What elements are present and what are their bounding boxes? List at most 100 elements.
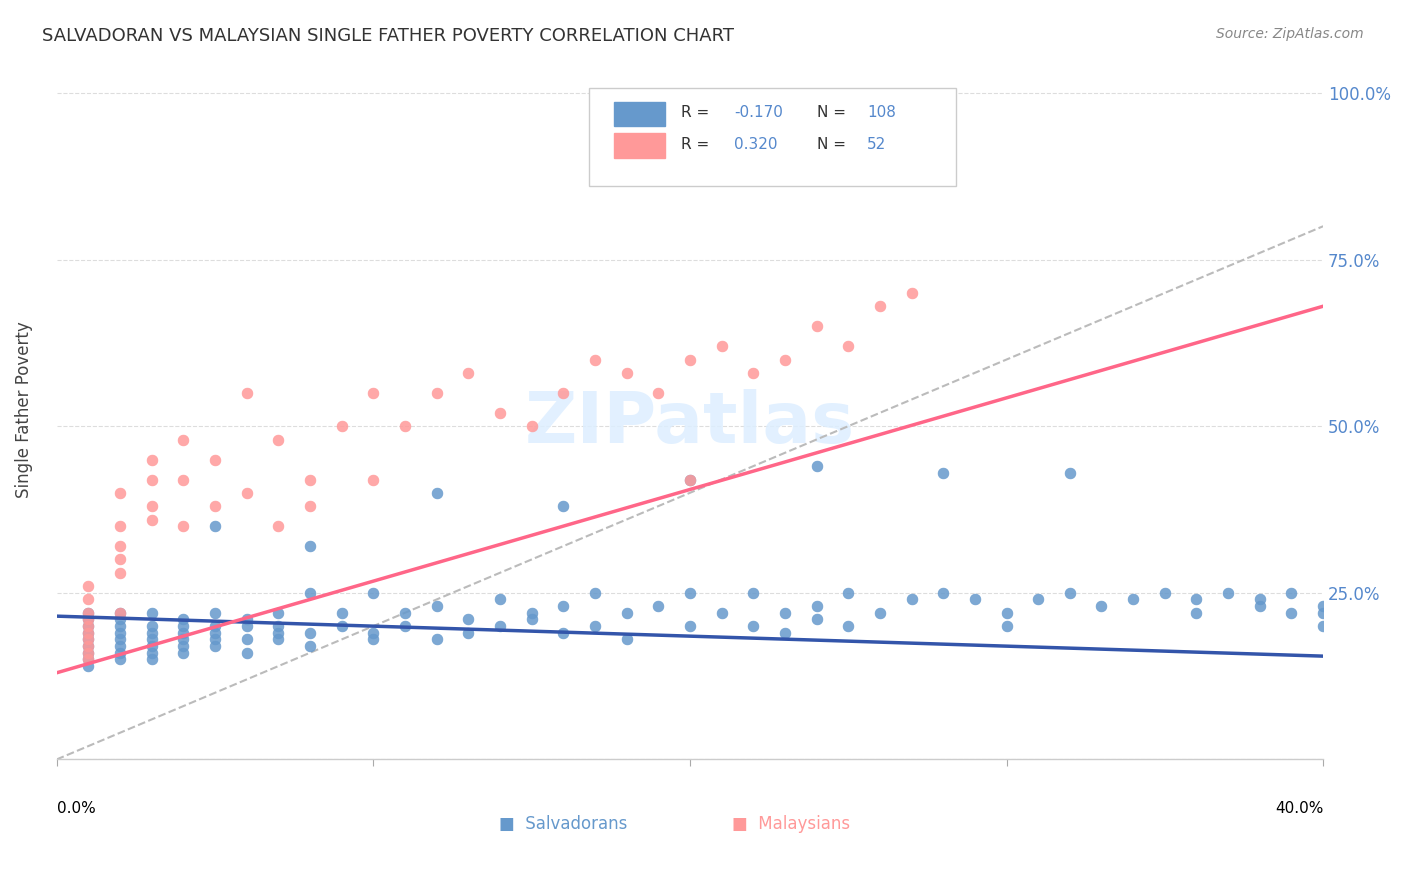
Point — [583, 619, 606, 633]
Point — [647, 599, 669, 614]
Point — [394, 606, 416, 620]
Point — [172, 646, 194, 660]
Text: ■  Salvadorans: ■ Salvadorans — [499, 815, 627, 833]
Point — [298, 625, 321, 640]
Point — [1312, 599, 1334, 614]
Point — [204, 632, 226, 647]
Point — [108, 606, 131, 620]
Y-axis label: Single Father Poverty: Single Father Poverty — [15, 321, 32, 498]
Point — [77, 646, 100, 660]
Point — [553, 625, 575, 640]
Point — [773, 352, 796, 367]
Point — [394, 419, 416, 434]
Point — [1153, 586, 1175, 600]
Point — [489, 406, 512, 420]
Point — [267, 625, 290, 640]
Point — [932, 466, 955, 480]
Point — [837, 586, 859, 600]
Point — [267, 619, 290, 633]
Point — [235, 632, 257, 647]
Point — [172, 619, 194, 633]
Point — [679, 586, 702, 600]
Point — [77, 619, 100, 633]
Point — [806, 612, 828, 626]
Point — [679, 473, 702, 487]
Point — [204, 619, 226, 633]
Point — [330, 619, 353, 633]
Point — [426, 486, 449, 500]
Point — [172, 433, 194, 447]
Point — [172, 632, 194, 647]
Point — [520, 612, 543, 626]
Point — [553, 385, 575, 400]
Point — [108, 539, 131, 553]
Point — [900, 285, 922, 300]
Point — [141, 639, 163, 653]
Point — [108, 632, 131, 647]
Point — [298, 499, 321, 513]
Point — [108, 612, 131, 626]
Text: N =: N = — [817, 105, 845, 120]
Text: ZIPatlas: ZIPatlas — [524, 389, 855, 458]
Point — [806, 599, 828, 614]
Point — [172, 519, 194, 533]
Point — [995, 619, 1018, 633]
Point — [583, 586, 606, 600]
Point — [457, 612, 479, 626]
Point — [679, 619, 702, 633]
Point — [773, 625, 796, 640]
Point — [77, 632, 100, 647]
Point — [616, 632, 638, 647]
Point — [204, 519, 226, 533]
Point — [742, 586, 765, 600]
Text: 52: 52 — [868, 137, 886, 153]
Text: 0.0%: 0.0% — [56, 801, 96, 816]
Point — [108, 652, 131, 666]
Point — [77, 659, 100, 673]
Point — [298, 639, 321, 653]
Point — [77, 652, 100, 666]
FancyBboxPatch shape — [589, 87, 956, 186]
Point — [204, 606, 226, 620]
Point — [141, 452, 163, 467]
Text: Source: ZipAtlas.com: Source: ZipAtlas.com — [1216, 27, 1364, 41]
Point — [330, 419, 353, 434]
FancyBboxPatch shape — [614, 133, 665, 158]
Point — [108, 566, 131, 580]
Point — [520, 419, 543, 434]
Point — [108, 606, 131, 620]
Text: N =: N = — [817, 137, 845, 153]
Text: SALVADORAN VS MALAYSIAN SINGLE FATHER POVERTY CORRELATION CHART: SALVADORAN VS MALAYSIAN SINGLE FATHER PO… — [42, 27, 734, 45]
Point — [837, 619, 859, 633]
Point — [267, 433, 290, 447]
Point — [742, 619, 765, 633]
Point — [520, 606, 543, 620]
Point — [141, 499, 163, 513]
Point — [172, 473, 194, 487]
Point — [298, 539, 321, 553]
Point — [77, 652, 100, 666]
Point — [77, 639, 100, 653]
Point — [1312, 619, 1334, 633]
Point — [489, 619, 512, 633]
Point — [204, 639, 226, 653]
Point — [204, 452, 226, 467]
Point — [361, 385, 384, 400]
Point — [298, 586, 321, 600]
Text: 0.320: 0.320 — [734, 137, 778, 153]
Point — [172, 612, 194, 626]
Point — [1218, 586, 1240, 600]
Point — [108, 486, 131, 500]
Point — [141, 646, 163, 660]
Point — [361, 473, 384, 487]
Point — [1185, 592, 1208, 607]
Point — [1122, 592, 1144, 607]
Point — [616, 606, 638, 620]
Point — [77, 606, 100, 620]
Point — [77, 646, 100, 660]
Point — [489, 592, 512, 607]
Point — [77, 632, 100, 647]
Point — [679, 352, 702, 367]
Point — [267, 606, 290, 620]
Point — [616, 366, 638, 380]
